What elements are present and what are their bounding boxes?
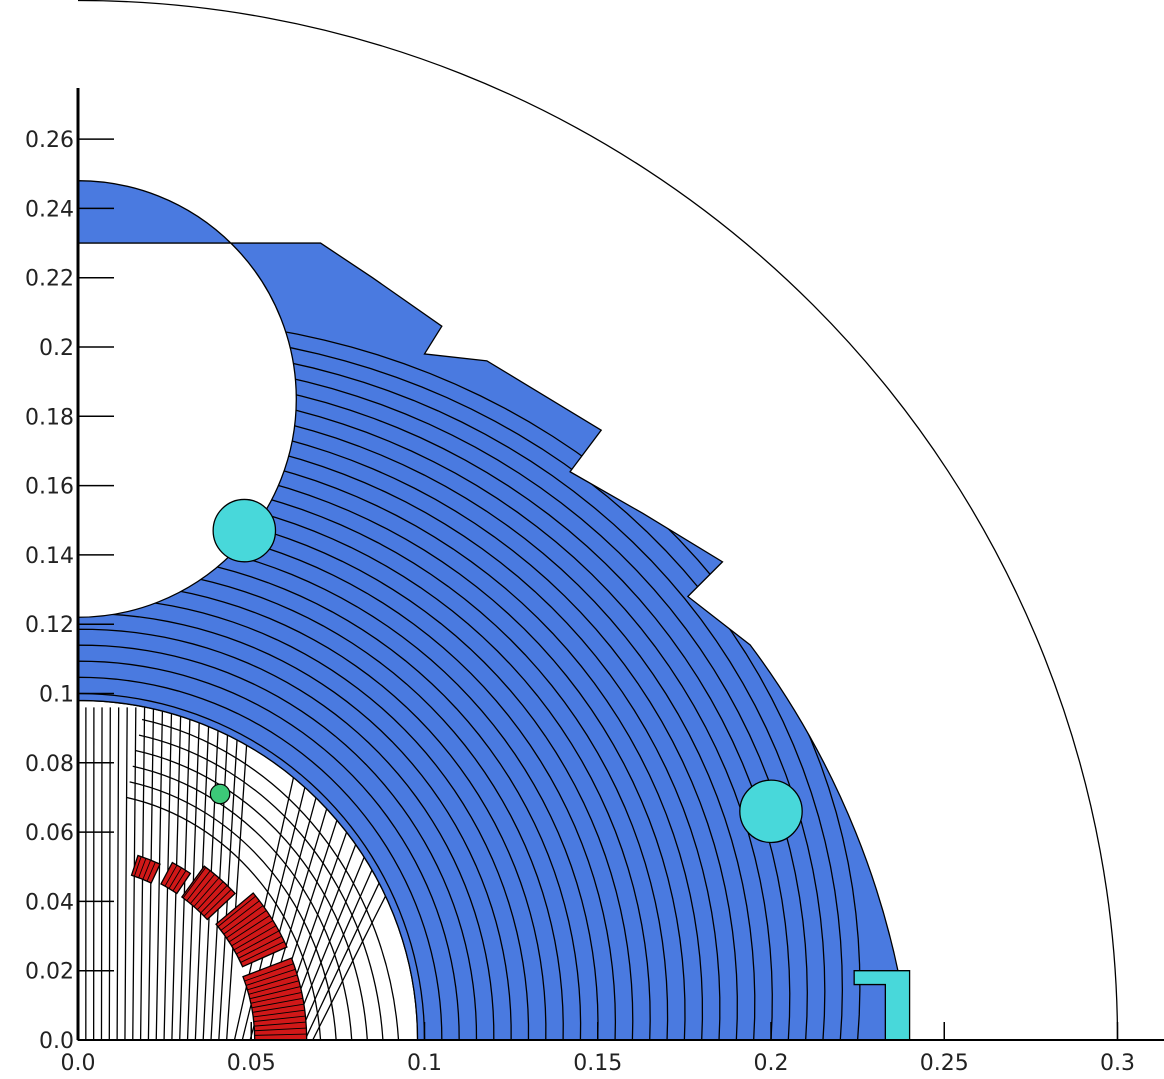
coil-turn — [220, 900, 260, 931]
coil-turn — [253, 1015, 306, 1022]
coil-turn — [142, 859, 152, 880]
y-tick-label: 0.14 — [25, 544, 74, 569]
x-tick-label: 0.0 — [61, 1051, 96, 1076]
coil-turn — [254, 1033, 307, 1036]
coil-turn — [238, 935, 282, 959]
coil-turn — [138, 858, 147, 878]
bore-field-line — [296, 707, 418, 1040]
y-tick-label: 0.06 — [25, 821, 74, 846]
y-tick-label: 0.08 — [25, 752, 74, 777]
y-tick-label: 0.1 — [39, 683, 74, 708]
green-conductor — [209, 783, 231, 805]
axes: 0.0 0.05 0.1 0.15 0.2 0.25 0.3 0.0 0.02 0.04 0.06 0… — [25, 88, 1164, 1076]
coil-turn — [245, 968, 296, 986]
iron-yoke — [77, 180, 911, 1041]
coil-turn — [133, 856, 142, 877]
y-tick-label: 0.04 — [25, 890, 74, 915]
coil-turn — [249, 986, 301, 1000]
coil-block — [180, 865, 237, 921]
bore-field-line — [132, 765, 353, 1040]
coil-turn — [182, 867, 207, 899]
bore-field-line — [141, 718, 400, 1040]
coil-turn — [146, 861, 156, 882]
coil-turn — [248, 980, 300, 995]
coil-turn — [223, 905, 264, 935]
coil-turn — [186, 870, 211, 902]
coil-block — [215, 892, 288, 968]
coil-turn — [251, 997, 303, 1009]
coil-turn — [236, 930, 280, 955]
y-tick-label: 0.0 — [39, 1029, 74, 1054]
y-tick-label: 0.22 — [25, 267, 74, 292]
yoke-contour-line — [78, 566, 564, 1040]
x-tick-label: 0.2 — [754, 1051, 789, 1076]
coil-turn — [226, 910, 267, 939]
coil-blocks — [130, 854, 308, 1041]
yoke-contour-line — [78, 612, 512, 1040]
bore-field-line — [186, 707, 201, 1040]
coil-turn — [217, 895, 257, 927]
yoke-contour-line — [78, 581, 547, 1040]
coil-turn — [168, 867, 182, 889]
coil-turn — [228, 915, 271, 943]
bore-field-line — [116, 707, 120, 1040]
x-tick-label: 0.05 — [227, 1051, 276, 1076]
coil-turn — [200, 885, 228, 914]
y-tick-label: 0.02 — [25, 960, 74, 985]
bore-field-line — [135, 750, 368, 1040]
bore-field-line — [126, 796, 322, 1040]
coil-turn — [253, 1009, 305, 1018]
y-tick-label: 0.18 — [25, 405, 74, 430]
y-tick-label: 0.2 — [39, 336, 74, 361]
coil-turn — [247, 974, 298, 991]
coil-turn — [244, 963, 294, 982]
coil-turn — [164, 864, 178, 887]
coil-turn — [250, 992, 302, 1004]
coil-turn — [240, 941, 285, 963]
bore-field-line — [218, 707, 240, 1040]
yoke-contour-line — [78, 597, 530, 1040]
coil-turn — [231, 920, 274, 947]
bore-field-line — [124, 707, 128, 1040]
bore-field-line — [210, 707, 230, 1040]
coil-turn — [193, 877, 220, 907]
yoke-contour-line — [78, 628, 495, 1040]
coil-turn — [172, 870, 187, 892]
coil-turn — [254, 1021, 307, 1027]
coil-turn — [197, 881, 224, 911]
coil-block — [130, 854, 161, 884]
x-tick-label: 0.15 — [573, 1051, 622, 1076]
bore-field-line — [226, 707, 250, 1040]
coil-turn — [190, 873, 215, 904]
cooling-holes — [209, 498, 911, 1041]
y-tick-label: 0.26 — [25, 128, 74, 153]
bore-field-line — [129, 781, 337, 1040]
coil-turn — [254, 1027, 307, 1032]
x-tick-label: 0.3 — [1100, 1051, 1135, 1076]
x-tick-label: 0.1 — [407, 1051, 442, 1076]
bore-field-line — [100, 707, 103, 1040]
bore-field-line — [155, 707, 164, 1040]
coil-turn — [252, 1003, 304, 1013]
coil-turn — [203, 889, 232, 917]
coil-turn — [233, 925, 277, 951]
yoke-contour-line — [78, 692, 426, 1040]
iron-yoke-region — [77, 180, 911, 1041]
cooling-hole — [739, 779, 803, 844]
x-tick-label: 0.25 — [920, 1051, 969, 1076]
coil-block — [242, 957, 308, 1041]
bore-field-line — [138, 734, 384, 1040]
yoke-contour-line — [78, 644, 478, 1040]
y-tick-label: 0.24 — [25, 197, 74, 222]
outer-boundary-arc — [77, 0, 1119, 1041]
y-tick-label: 0.12 — [25, 613, 74, 638]
yoke-contour-line — [78, 676, 443, 1040]
y-tick-label: 0.16 — [25, 475, 74, 500]
cooling-hole — [212, 498, 277, 563]
yoke-contour-line — [78, 660, 460, 1040]
